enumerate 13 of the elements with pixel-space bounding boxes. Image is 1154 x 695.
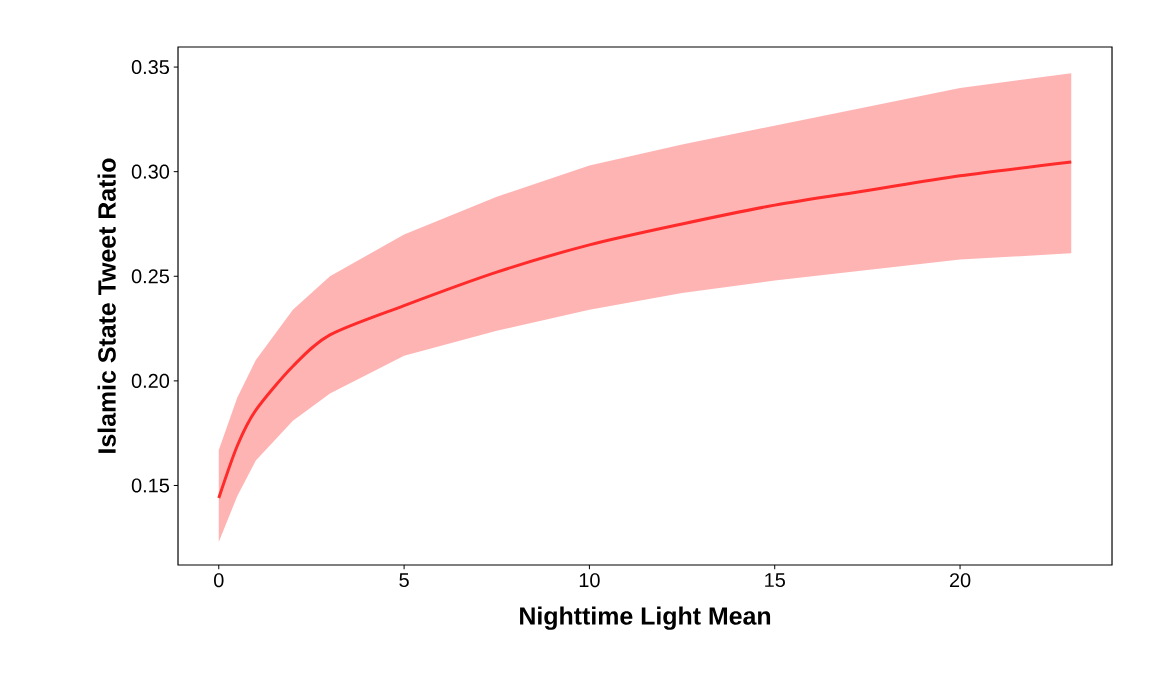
x-tick-label: 5 xyxy=(399,573,409,588)
y-tick-label: 0.25 xyxy=(131,269,170,284)
x-tick-label: 0 xyxy=(214,573,224,588)
x-tick-label: 20 xyxy=(949,573,971,588)
x-tick-label: 15 xyxy=(765,573,785,588)
line-series xyxy=(217,160,1073,500)
y-tick-label: 0.30 xyxy=(131,164,170,179)
y-tick-label: 0.15 xyxy=(131,478,170,493)
x-axis-title: Nighttime Light Mean xyxy=(520,606,771,630)
x-tick-label: 10 xyxy=(579,573,600,588)
y-tick-label: 0.20 xyxy=(131,373,170,388)
y-tick-label: 0.35 xyxy=(131,60,170,75)
y-axis-title: Islamic State Tweet Ratio xyxy=(97,158,116,453)
